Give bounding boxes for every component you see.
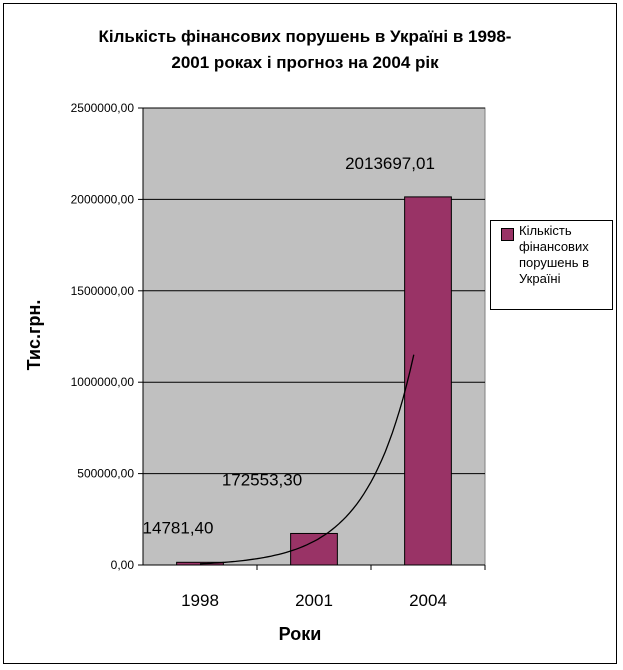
data-label: 2013697,01 xyxy=(345,154,435,173)
legend: Кількість фінансових порушень в Україні xyxy=(490,220,613,310)
legend-label: Кількість фінансових порушень в Україні xyxy=(519,223,589,286)
y-tick-label: 500000,00 xyxy=(77,467,134,481)
chart-title-line-1: Кількість фінансових порушень в Україні … xyxy=(98,27,512,46)
y-tick-label: 2000000,00 xyxy=(71,192,135,206)
x-tick-label: 1998 xyxy=(181,591,219,610)
y-tick-label: 2500000,00 xyxy=(71,101,135,115)
y-axis-title: Тис.грн. xyxy=(24,300,44,371)
bar-2004 xyxy=(404,196,452,566)
x-tick-label: 2001 xyxy=(295,591,333,610)
x-tick-label: 2004 xyxy=(409,591,447,610)
legend-swatch xyxy=(501,228,514,241)
bar-2001 xyxy=(290,532,338,566)
y-tick-label: 1000000,00 xyxy=(71,375,135,389)
y-tick-label: 1500000,00 xyxy=(71,284,135,298)
data-label: 14781,40 xyxy=(143,518,214,537)
x-axis-title: Роки xyxy=(279,624,322,644)
trendline xyxy=(199,354,415,565)
chart-title-line-2: 2001 роках і прогноз на 2004 рік xyxy=(171,53,439,72)
y-tick-label: 0,00 xyxy=(111,558,135,572)
data-label: 172553,30 xyxy=(222,470,302,489)
